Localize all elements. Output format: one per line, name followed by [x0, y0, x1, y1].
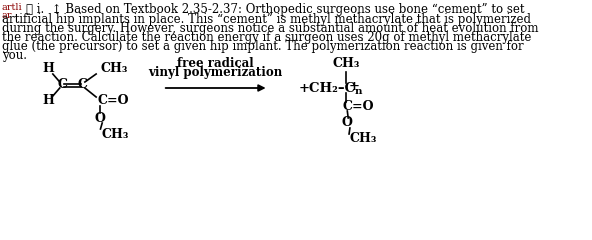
Text: free radical: free radical — [178, 57, 254, 70]
Text: glue (the precursor) to set a given hip implant. The polymerization reaction is : glue (the precursor) to set a given hip … — [2, 40, 523, 53]
Text: C=O: C=O — [343, 100, 375, 113]
Text: C: C — [57, 78, 67, 91]
Text: +: + — [349, 79, 360, 92]
Text: CH₃: CH₃ — [101, 127, 128, 140]
Text: CH₃: CH₃ — [349, 132, 377, 145]
Text: CH₃: CH₃ — [333, 57, 360, 70]
Text: O: O — [342, 116, 353, 130]
Text: CH₃: CH₃ — [101, 62, 128, 76]
Text: you.: you. — [2, 49, 27, 62]
Text: artli: artli — [2, 3, 22, 12]
Text: the reaction. Calculate the reaction energy if a surgeon uses 20g of methyl meth: the reaction. Calculate the reaction ene… — [2, 31, 531, 44]
Text: ar: ar — [2, 11, 12, 20]
Text: vinyl polymerization: vinyl polymerization — [149, 66, 283, 79]
Text: C=O: C=O — [98, 95, 130, 108]
Text: H: H — [43, 62, 54, 76]
Text: ℒ i.  ↥ Based on Textbook 2.35-2.37: Orthopedic surgeons use bone “cement” to se: ℒ i. ↥ Based on Textbook 2.35-2.37: Orth… — [26, 3, 525, 16]
Text: C: C — [78, 78, 87, 91]
Text: H: H — [43, 95, 54, 108]
Text: O: O — [94, 112, 105, 125]
Text: n: n — [354, 88, 362, 96]
Text: artificial hip implants in place. This “cement” is methyl methacrylate that is p: artificial hip implants in place. This “… — [2, 13, 531, 26]
Text: +CH₂–C: +CH₂–C — [299, 82, 356, 95]
Text: during the surgery. However, surgeons notice a substantial amount of heat evolut: during the surgery. However, surgeons no… — [2, 22, 538, 35]
